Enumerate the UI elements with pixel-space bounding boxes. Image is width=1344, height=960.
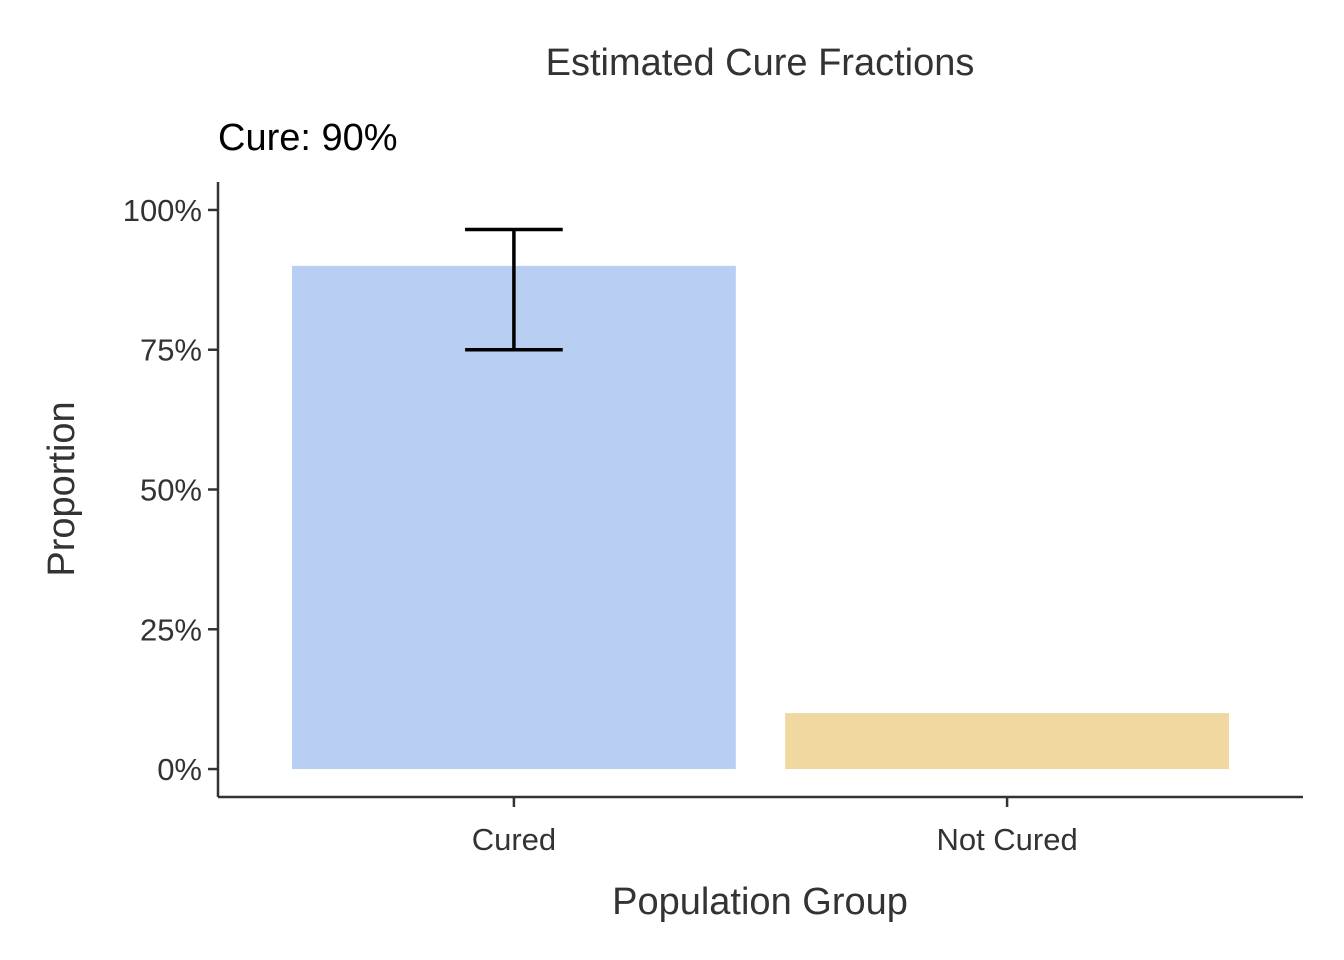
- chart-title: Estimated Cure Fractions: [546, 42, 975, 84]
- bar-not-cured: [785, 713, 1230, 770]
- x-axis-label: Population Group: [612, 881, 908, 923]
- y-tick-label: 25%: [140, 612, 202, 647]
- y-axis-label: Proportion: [41, 401, 83, 576]
- bars-layer: [291, 265, 1230, 770]
- y-ticks: 0% 25% 50% 75% 100%: [123, 193, 218, 787]
- x-tick-label: Not Cured: [936, 822, 1077, 857]
- x-tick-label: Cured: [472, 822, 556, 857]
- y-tick-label: 50%: [140, 473, 202, 508]
- y-tick-label: 75%: [140, 333, 202, 368]
- error-bars-layer: [465, 227, 563, 352]
- y-tick-label: 0%: [157, 752, 202, 787]
- x-ticks: Cured Not Cured: [472, 797, 1078, 857]
- y-tick-label: 100%: [123, 193, 202, 228]
- cure-annotation: Cure: 90%: [218, 117, 398, 159]
